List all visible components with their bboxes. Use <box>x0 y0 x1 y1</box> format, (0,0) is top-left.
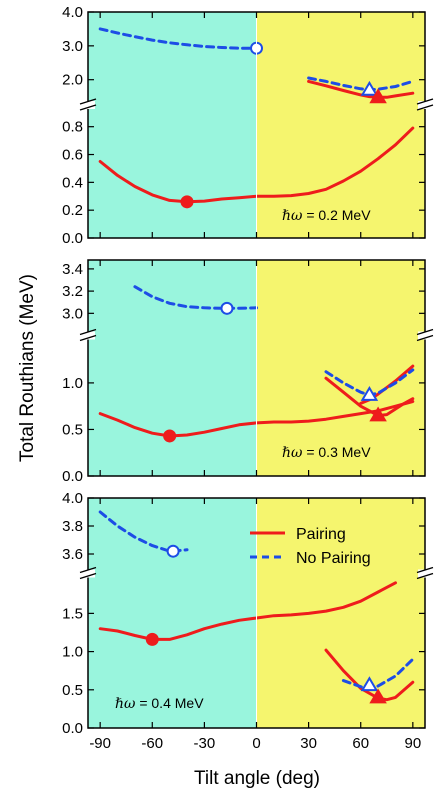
y-tick-label: 0.4 <box>62 174 83 191</box>
y-tick-label: 3.6 <box>62 546 83 563</box>
pairing-curve-3 <box>359 364 415 405</box>
x-tick-label: -60 <box>141 735 163 752</box>
pairing-circle-marker <box>145 632 159 646</box>
y-tick-label: 0.5 <box>62 682 83 699</box>
panel-2: 3.0 3.2 3.4 0.0 0.5 1.0 ℏω = 0.3 MeV <box>62 259 434 485</box>
rotational-frequency-label: ℏω = 0.3 MeV <box>282 444 371 461</box>
hbar-omega-symbol: ℏω <box>282 208 303 224</box>
y-tick-label: 3.0 <box>62 38 83 55</box>
legend: Pairing No Pairing <box>250 526 371 567</box>
rotational-frequency-label: ℏω = 0.4 MeV <box>115 695 204 712</box>
y-tick-label: 0.5 <box>62 421 83 438</box>
hbar-omega-symbol: ℏω <box>282 445 303 461</box>
legend-pairing-label: Pairing <box>296 526 346 543</box>
axis-break-mark-right <box>416 566 434 580</box>
background-oblate-region <box>88 12 257 238</box>
no-pairing-triangle-marker <box>360 80 379 96</box>
y-tick-label: 0.6 <box>62 147 83 164</box>
y-tick-label: 0.2 <box>62 202 83 219</box>
x-tick-label: 90 <box>404 735 421 752</box>
y-tick-label: 0.0 <box>62 720 83 737</box>
no-pairing-curve-4 <box>133 285 258 310</box>
y-tick-label: 1.0 <box>62 644 83 661</box>
y-axis-title: Total Routhians (MeV) <box>17 274 38 462</box>
pairing-circle-marker <box>163 429 177 443</box>
no-pairing-triangle-marker <box>360 386 379 401</box>
background-prolate-region <box>256 12 425 238</box>
x-axis-title: Tilt angle (deg) <box>194 768 320 789</box>
x-axis: -90 -60 -30 0 30 60 90 <box>89 735 421 752</box>
hbar-omega-symbol: ℏω <box>115 696 136 712</box>
no-pairing-triangle-marker <box>360 676 379 692</box>
rotational-frequency-label: ℏω = 0.2 MeV <box>282 207 371 224</box>
pairing-circle-marker <box>180 195 194 209</box>
y-tick-label: 4.0 <box>62 4 83 21</box>
axis-break-mark-left <box>79 566 97 580</box>
axis-break-mark-right <box>416 98 434 111</box>
y-tick-label: 3.4 <box>62 261 83 278</box>
frequency-value: = 0.4 MeV <box>135 695 204 711</box>
background-oblate-region <box>88 260 257 476</box>
background-prolate-region <box>256 260 425 476</box>
no-pairing-curve-3 <box>98 27 258 50</box>
pairing-triangle-marker <box>369 88 387 104</box>
axis-break-mark-left <box>79 328 97 342</box>
axis-break-mark-right <box>416 328 434 342</box>
x-tick-label: 30 <box>300 735 317 752</box>
y-tick-label: 3.2 <box>62 283 83 300</box>
x-tick-label: 0 <box>252 735 260 752</box>
legend-no-pairing-label: No Pairing <box>296 550 371 567</box>
y-tick-label: 1.0 <box>62 375 83 392</box>
background-oblate-region <box>88 498 257 728</box>
panel-3: 3.6 3.8 4.0 0.0 0.5 1.0 1.5 ℏω = 0.4 MeV Pairing… <box>62 490 434 737</box>
y-tick-label: 0.0 <box>62 230 83 247</box>
x-tick-label: -30 <box>194 735 216 752</box>
frequency-value: = 0.2 MeV <box>302 207 371 223</box>
axis-break-mark-left <box>79 98 97 111</box>
y-tick-label: 0.8 <box>62 119 83 136</box>
panel-1: 2.0 3.0 4.0 0.0 0.2 0.4 0.6 0.8 ℏω = 0.2 MeV <box>62 4 434 247</box>
no-pairing-circle-marker <box>166 544 180 558</box>
y-tick-label: 4.0 <box>62 490 83 507</box>
pairing-curve-2 <box>307 79 415 99</box>
x-tick-label: -90 <box>89 735 111 752</box>
y-tick-label: 2.0 <box>62 72 83 89</box>
x-tick-label: 60 <box>352 735 369 752</box>
panels: 2.03.04.00.00.20.40.60.8ℏω = 0.2 MeV3.03… <box>62 4 434 737</box>
y-tick-label: 3.0 <box>62 305 83 322</box>
no-pairing-circle-marker <box>220 301 234 315</box>
pairing-triangle-marker <box>369 688 387 704</box>
background-prolate-region <box>256 498 425 728</box>
pairing-triangle-marker <box>369 406 387 422</box>
y-tick-label: 3.8 <box>62 518 83 535</box>
no-pairing-curve-4 <box>307 76 415 92</box>
frequency-value: = 0.3 MeV <box>302 444 371 460</box>
y-tick-label: 0.0 <box>62 468 83 485</box>
y-tick-label: 1.5 <box>62 605 83 622</box>
